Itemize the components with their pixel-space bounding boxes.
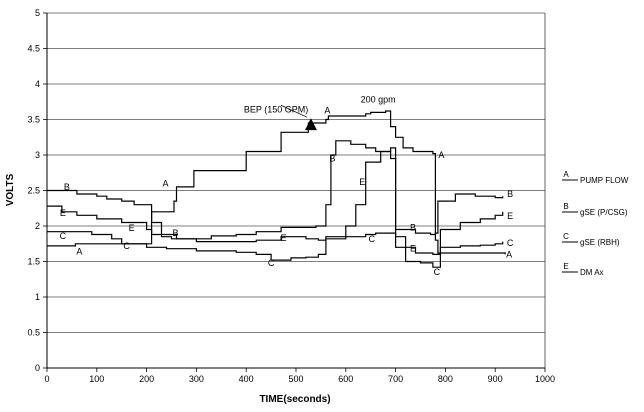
series-lines: [47, 110, 506, 268]
x-tick-label: 100: [89, 374, 104, 384]
bep-marker: [304, 118, 317, 131]
x-tick-label: 800: [438, 374, 453, 384]
series-letter-label: B: [410, 222, 416, 232]
series-line-e: [47, 150, 504, 255]
y-tick-label: 1.5: [27, 257, 40, 267]
annotation-label: BEP (150 GPM): [244, 104, 308, 114]
series-line-c: [47, 231, 504, 268]
x-tick-label: 200: [139, 374, 154, 384]
series-letter-label: B: [329, 154, 335, 164]
y-tick-label: 3: [35, 150, 40, 160]
x-tick-label: 1000: [535, 374, 555, 384]
annotation-label: 200 gpm: [361, 94, 396, 104]
legend-letter: A: [563, 170, 569, 179]
series-letter-label: E: [129, 223, 135, 233]
series-letter-label: A: [324, 105, 330, 115]
y-tick-label: 0: [35, 363, 40, 373]
series-letter-label: E: [281, 233, 287, 243]
y-tick-label: 0.5: [27, 328, 40, 338]
grid-lines: [47, 12, 545, 333]
series-letter-label: C: [123, 241, 130, 251]
series-letter-label: E: [507, 211, 513, 221]
x-tick-label: 300: [189, 374, 204, 384]
annotations: BEP (150 GPM) 200 gpm: [244, 94, 396, 131]
y-tick-label: 2.5: [27, 186, 40, 196]
series-line-a: [47, 110, 506, 255]
series-letter-label: A: [76, 247, 82, 257]
legend-letter: C: [563, 232, 569, 241]
bep-pointer-line: [280, 104, 308, 118]
y-tick-label: 1: [35, 292, 40, 302]
x-tick-label: 600: [338, 374, 353, 384]
legend-letter: B: [563, 202, 568, 211]
legend-letter: E: [563, 262, 568, 271]
legend-label: gSE (P/CSG): [580, 208, 628, 217]
series-letter-label: C: [507, 238, 514, 248]
series-letter-label: C: [60, 231, 67, 241]
series-letter-label: A: [438, 150, 444, 160]
y-tick-label: 3.5: [27, 115, 40, 125]
series-letter-label: B: [172, 228, 178, 238]
y-tick-label: 4.5: [27, 44, 40, 54]
legend-label: PUMP FLOW: [580, 176, 629, 185]
series-letter-label: E: [410, 244, 416, 254]
axes: 0 0.5 1 1.5 2 2.5 3 3.5 4 4.5 5 0 100 200 300 400 500 600…: [27, 8, 555, 384]
series-letter-label: C: [368, 234, 375, 244]
x-axis-label: TIME(seconds): [259, 394, 330, 405]
x-tick-label: 0: [44, 374, 49, 384]
series-letter-label: E: [359, 177, 365, 187]
series-letter-label: C: [434, 267, 441, 277]
series-letter-label: A: [506, 249, 512, 259]
x-tick-label: 400: [239, 374, 254, 384]
y-tick-label: 2: [35, 221, 40, 231]
series-letter-label: B: [507, 189, 513, 199]
x-tick-label: 500: [288, 374, 303, 384]
y-tick-label: 4: [35, 79, 40, 89]
series-letter-label: E: [60, 208, 66, 218]
series-line-b: [47, 140, 504, 240]
x-tick-label: 900: [488, 374, 503, 384]
x-tick-label: 700: [388, 374, 403, 384]
series-letter-label: C: [268, 258, 275, 268]
series-letter-label: B: [64, 182, 70, 192]
legend-label: gSE (RBH): [580, 238, 620, 247]
series-letter-label: A: [163, 178, 169, 188]
y-axis-label: VOLTS: [5, 173, 16, 206]
legend-label: DM Ax: [580, 268, 604, 277]
y-tick-label: 5: [35, 8, 40, 18]
